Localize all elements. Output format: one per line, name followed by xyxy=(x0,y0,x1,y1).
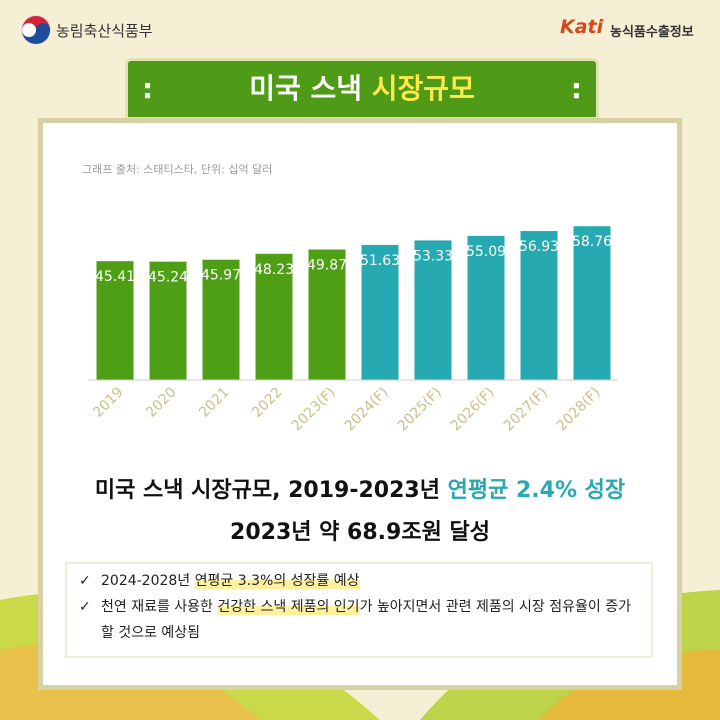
bullet: ✓ 2024-2028년 연평균 3.3%의 성장률 예상 xyxy=(79,568,639,594)
x-tick-label: 2023(F) xyxy=(289,384,339,434)
x-tick-label: 2020 xyxy=(143,384,180,421)
bullet-before: 2024-2028년 xyxy=(101,573,191,589)
bar xyxy=(202,259,240,380)
bullet-after: 가 높아지면서 관련 제품의 시장 점유율이 증가할 것으로 예상됨 xyxy=(101,599,631,641)
kati-logo: Kati xyxy=(560,16,604,38)
bar xyxy=(361,244,399,380)
bullet: ✓ 천연 재료를 사용한 건강한 스낵 제품의 인기가 높아지면서 관련 제품의 … xyxy=(79,594,639,646)
bullet-before: 천연 재료를 사용한 xyxy=(101,599,213,615)
x-tick-label: 2027(F) xyxy=(501,384,551,434)
check-icon: ✓ xyxy=(79,599,91,615)
value-label: 58.76 xyxy=(572,234,612,250)
value-label: 53.33 xyxy=(413,248,453,264)
bar xyxy=(573,226,611,380)
x-tick-label: 2025(F) xyxy=(395,384,445,434)
x-tick-label: 2021 xyxy=(196,384,233,421)
x-tick-label: 2019 xyxy=(90,384,127,421)
card xyxy=(38,118,682,690)
ministry-name: 농림축산식품부 xyxy=(56,22,153,40)
headline-text: 미국 스낵 시장규모, 2019-2023년 xyxy=(94,478,440,503)
x-tick-label: 2026(F) xyxy=(448,384,498,434)
bar xyxy=(467,235,505,380)
title-highlight: 시장규모 xyxy=(371,72,475,105)
bar xyxy=(520,231,558,380)
bullet-box: ✓ 2024-2028년 연평균 3.3%의 성장률 예상 ✓ 천연 재료를 사용한 … xyxy=(65,562,653,658)
bar xyxy=(308,249,346,380)
value-label: 56.93 xyxy=(519,239,559,255)
value-label: 48.23 xyxy=(254,262,294,278)
bullet-highlight: 건강한 스낵 제품의 인기 xyxy=(217,599,360,615)
brand-name: 농식품수출정보 xyxy=(610,25,694,40)
value-label: 45.97 xyxy=(201,268,241,284)
bar xyxy=(149,261,187,380)
title-tab: :: 미국 스낵 시장규모 xyxy=(125,58,599,120)
x-tick-label: 2024(F) xyxy=(342,384,392,434)
chart-source: 그래프 출처: 스태티스타, 단위: 십억 달러 xyxy=(82,163,272,176)
chart: 그래프 출처: 스태티스타, 단위: 십억 달러 45.41 2019 45.24 2… xyxy=(82,163,618,434)
headline-highlight: 연평균 2.4% 성장 xyxy=(447,478,626,503)
value-label: 45.41 xyxy=(95,269,135,285)
title-main: 미국 스낵 xyxy=(249,72,362,105)
headline-2: 2023년 약 68.9조원 달성 xyxy=(230,520,490,545)
x-tick-label: 2022 xyxy=(249,384,286,421)
x-tick-label: 2028(F) xyxy=(554,384,604,434)
value-label: 51.63 xyxy=(360,253,400,269)
bullet-highlight: 연평균 3.3%의 성장률 예상 xyxy=(194,573,360,589)
value-label: 49.87 xyxy=(307,258,347,274)
headline-1: 미국 스낵 시장규모, 2019-2023년 연평균 2.4% 성장 xyxy=(38,472,682,504)
check-icon: ✓ xyxy=(79,573,91,589)
bar xyxy=(255,253,293,380)
value-label: 45.24 xyxy=(148,270,188,286)
value-label: 55.09 xyxy=(466,244,506,260)
bar xyxy=(414,240,452,380)
bar xyxy=(96,261,134,380)
